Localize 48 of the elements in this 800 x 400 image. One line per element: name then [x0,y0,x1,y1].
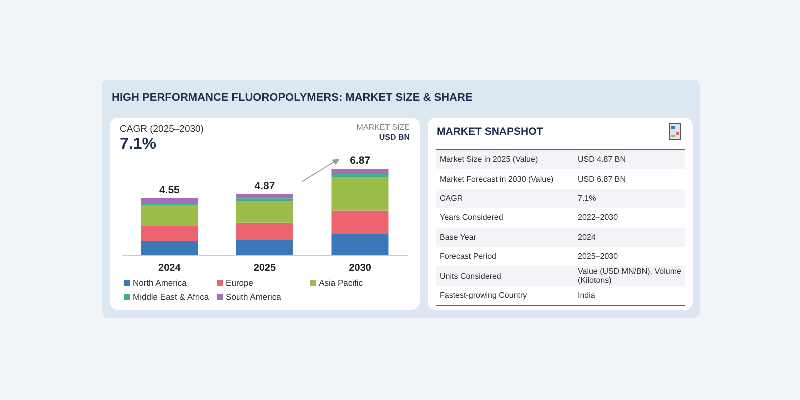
text: 7.1% [578,194,598,203]
x-tick-label: 2025 [254,263,277,274]
bar [332,210,389,234]
bar [236,222,294,240]
text: USD BN [379,133,410,142]
text: MARKET SNAPSHOT [437,126,544,138]
legend-label: Europe [225,278,254,288]
text: USD 6.87 BN [578,174,628,184]
bar [236,201,294,223]
text: Years Considered [439,213,504,222]
text: 2022–2030 [578,213,620,222]
text: Fastest-growing Country [439,290,528,300]
legend-label: Asia Pacific [318,278,364,288]
x-tick-label: 2030 [349,263,372,274]
text: 2024 [578,232,597,242]
text: 2025–2030 [578,252,620,262]
bar [141,202,198,206]
bar [332,234,389,256]
legend-label: North America [132,278,188,288]
bar [236,240,294,256]
bar [332,177,389,211]
text: Market Forecast in 2030 (Value) [439,174,555,184]
text: CAGR (2025–2030) [120,124,204,135]
text: 7.1% [120,136,156,154]
legend-label: South America [225,292,282,302]
x-tick-label: 2024 [158,263,182,274]
legend-label: Middle East & Africa [132,292,210,302]
bar [236,194,294,199]
text: Forecast Period [439,252,498,262]
text: Market Size in 2025 (Value) [439,155,540,164]
bar [236,198,294,202]
text: India [578,290,596,300]
text: USD 4.87 BN [578,155,628,164]
annotation: 4.55 [159,184,180,196]
bar [141,241,198,256]
bar [141,205,198,226]
text: MARKET SIZE [356,123,410,132]
annotation: 4.87 [254,180,276,192]
text: Value (USD MN/BN), Volume (Kilotons) [578,267,682,286]
chart-title: HIGH PERFORMANCE FLUOROPOLYMERS: MARKET SIZE & SHARE [112,92,473,104]
annotation: 6.87 [350,154,371,167]
text: CAGR [439,194,464,203]
bar [141,198,198,203]
bar [332,174,389,178]
bar [332,168,389,174]
bar [141,226,198,242]
text: Base Year [439,232,478,242]
text: Units Considered [439,272,502,281]
